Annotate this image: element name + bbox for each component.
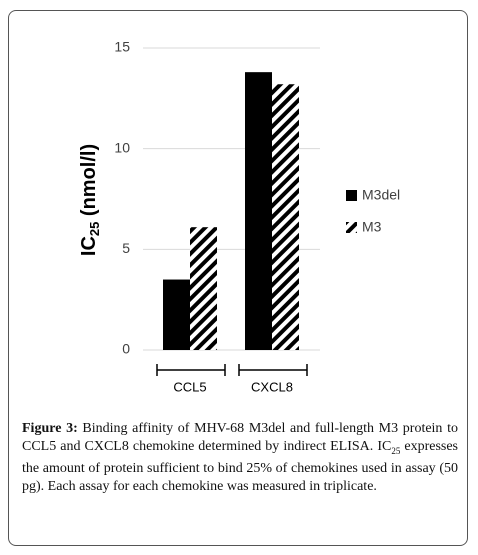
legend-swatch [346, 222, 357, 233]
y-tick-label: 0 [122, 341, 130, 357]
bar [163, 279, 190, 350]
legend-label: M3 [362, 219, 382, 235]
category-bracket [156, 364, 226, 376]
x-tick-label: CXCL8 [251, 379, 293, 394]
caption-sub: 25 [391, 445, 401, 456]
y-tick-label: 15 [114, 39, 130, 55]
y-axis-label: IC25 (nmol/l) [78, 144, 102, 256]
caption-label: Figure 3: [22, 421, 78, 436]
caption-text: expresses the amount of protein sufficie… [22, 439, 459, 494]
bar [190, 227, 217, 350]
caption: Figure 3: Binding affinity of MHV-68 M3d… [22, 420, 458, 496]
y-tick-label: 5 [122, 240, 130, 256]
bar [245, 72, 272, 350]
figure-frame [8, 10, 468, 546]
x-tick-label: CCL5 [173, 379, 206, 394]
legend-label: M3del [362, 187, 400, 203]
y-label-sub: 25 [87, 222, 102, 236]
category-bracket [238, 364, 308, 376]
caption-text: Binding affinity of MHV-68 M3del and ful… [22, 421, 458, 454]
bar [272, 84, 299, 351]
y-label-unit: (nmol/l) [78, 144, 100, 222]
legend-swatch [346, 190, 357, 201]
chart: IC25 (nmol/l) 0 5 10 15 CCL5 CXCL8 M3del M3 [78, 39, 400, 395]
y-tick-label: 10 [114, 139, 130, 155]
y-label-main: IC [78, 236, 100, 256]
